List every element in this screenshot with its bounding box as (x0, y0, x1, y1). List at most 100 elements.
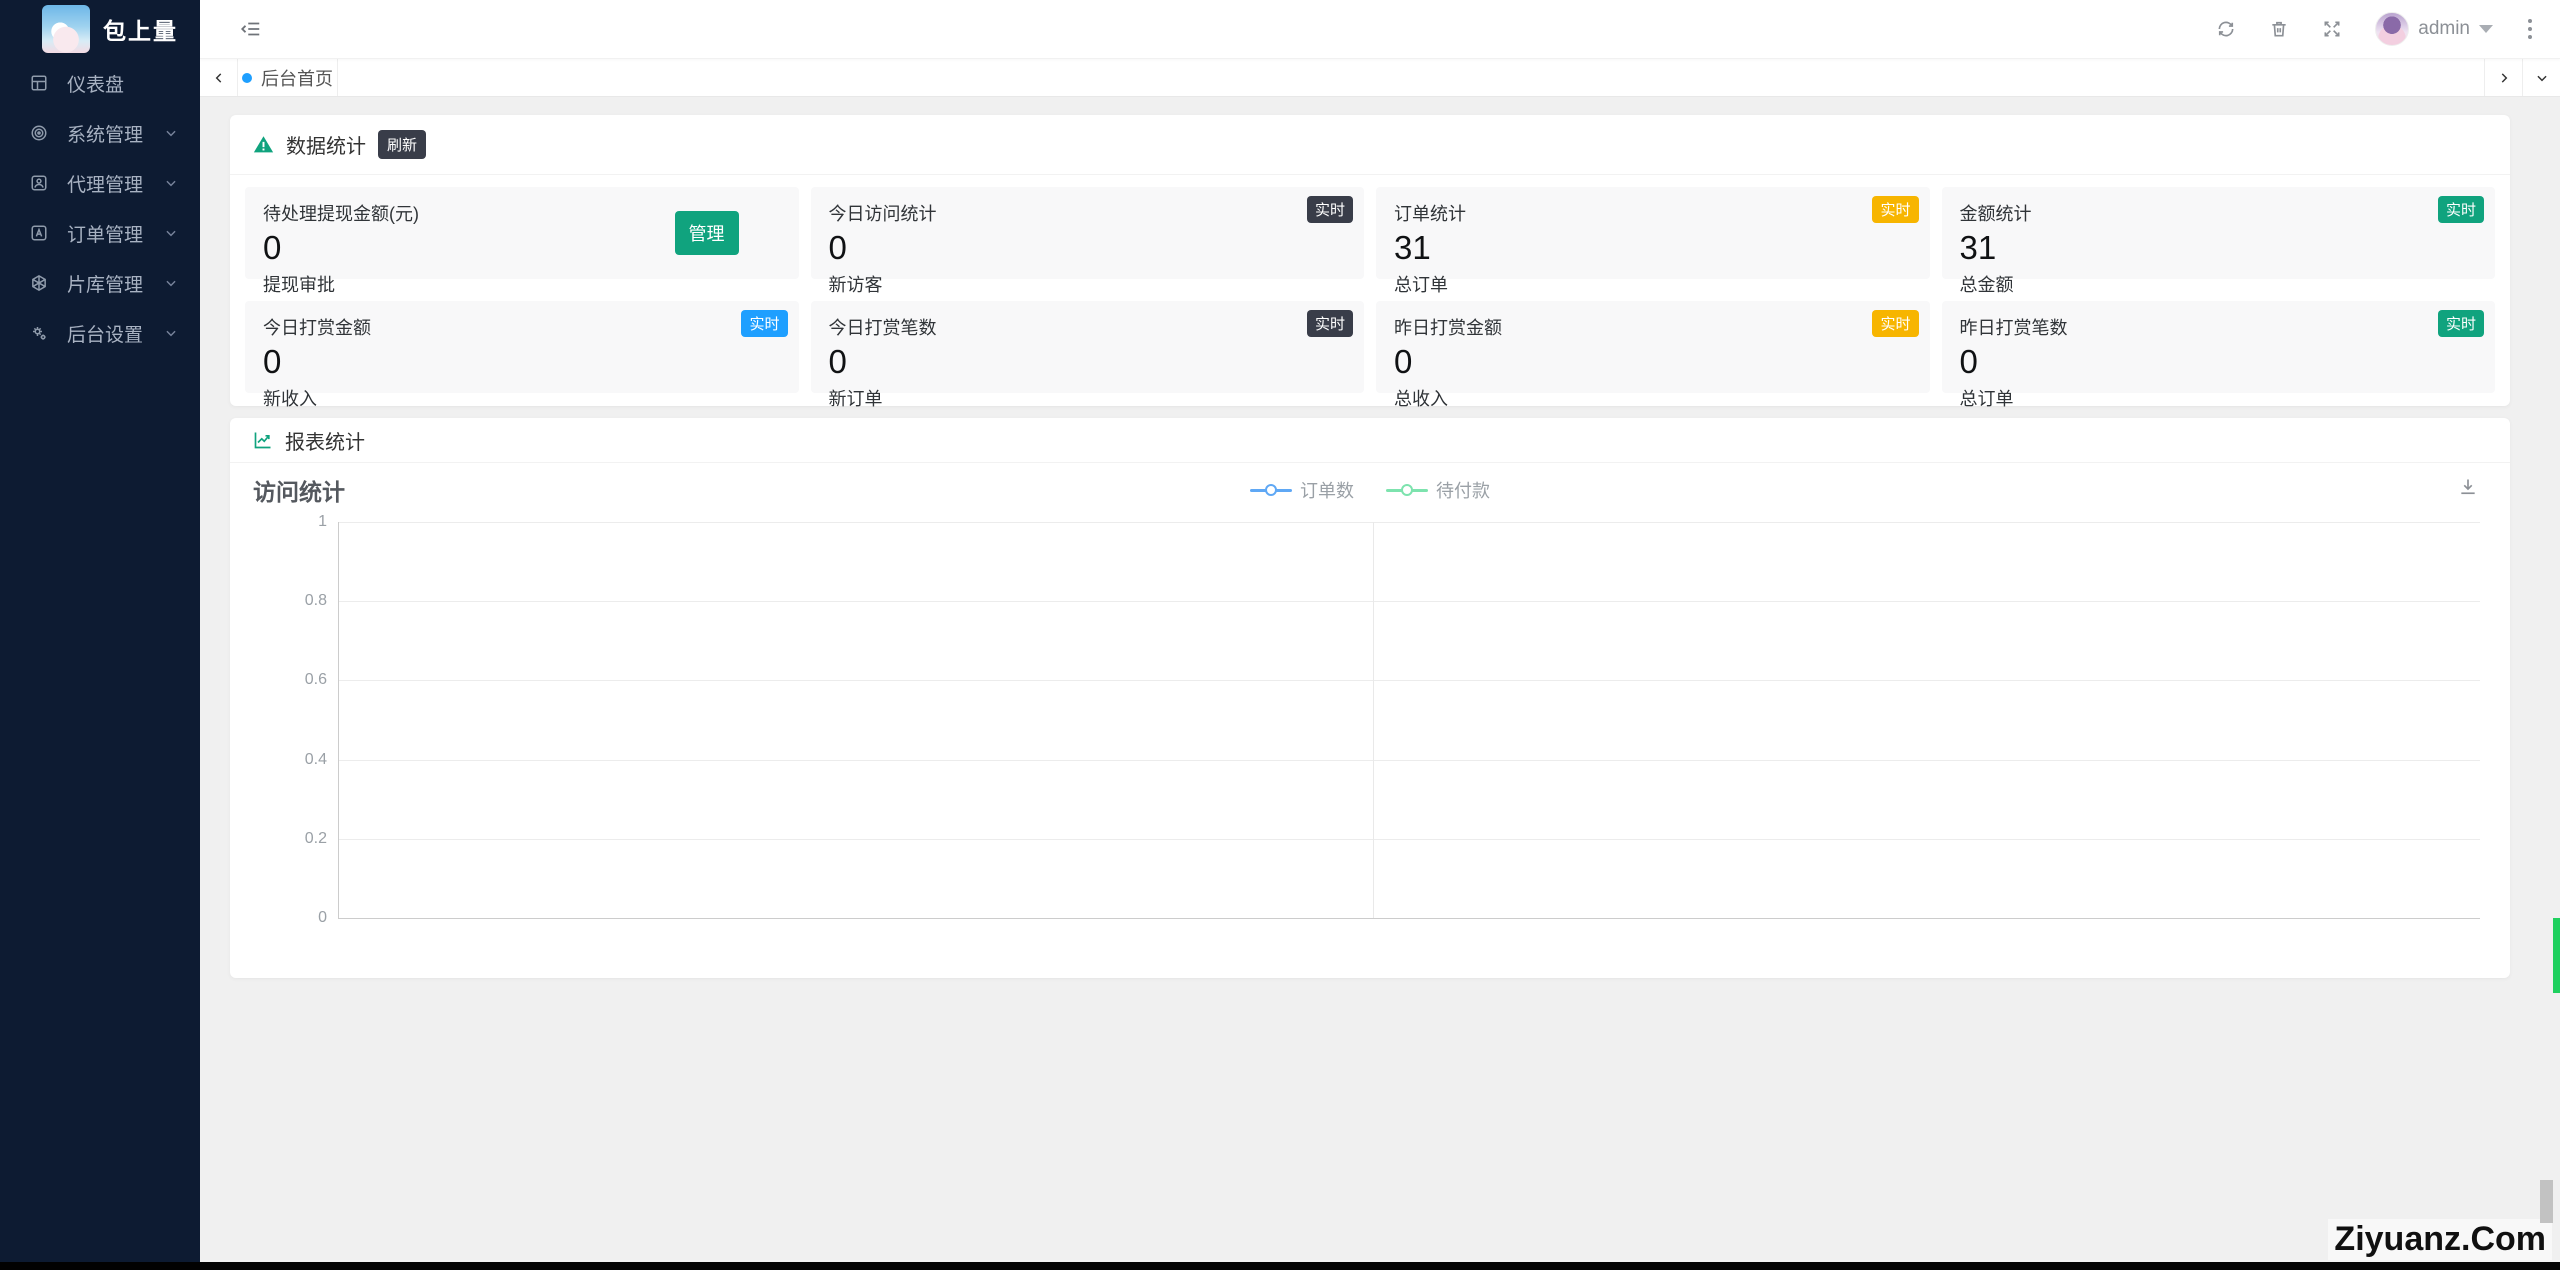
sidebar-item-settings[interactable]: 后台设置 (0, 308, 200, 358)
stat-label: 金额统计 (1959, 204, 2032, 224)
tabs-dropdown[interactable] (2522, 59, 2560, 96)
chevron-down-icon (166, 280, 176, 287)
sidebar-item-system[interactable]: 系统管理 (0, 108, 200, 158)
stat-value: 0 (1394, 343, 1413, 380)
tab-home[interactable]: 后台首页 (238, 59, 338, 96)
sidebar-item-label: 仪表盘 (67, 74, 125, 96)
tabs-scroll-right[interactable] (2484, 59, 2522, 96)
sidebar-menu: 仪表盘 系统管理 代理管理 订单管理 片库管理 后台设置 (0, 58, 200, 358)
stat-value: 0 (263, 343, 282, 380)
order-icon (31, 225, 47, 241)
stat-tile-today-visits: 今日访问统计 0 新访客 实时 (810, 187, 1364, 295)
fullscreen-icon[interactable] (2322, 19, 2342, 39)
app-logo: 包上量 (0, 0, 200, 58)
trash-icon[interactable] (2269, 19, 2289, 39)
gridline (339, 522, 2480, 523)
y-axis-tick: 1 (318, 513, 327, 530)
stat-sublabel: 总金额 (1959, 275, 2014, 295)
stat-label: 今日访问统计 (828, 204, 937, 224)
user-avatar (2375, 12, 2410, 46)
sidebar-item-dashboard[interactable]: 仪表盘 (0, 58, 200, 108)
refresh-badge[interactable]: 刷新 (378, 130, 427, 159)
page-content: 数据统计 刷新 待处理提现金额(元) 0 提现审批 管理 今日访问统计 0 新访… (200, 97, 2560, 1262)
stat-sublabel: 提现审批 (263, 275, 335, 295)
status-badge: 实时 (1872, 310, 1919, 337)
main-area: admin 后台首页 数据统计 刷新 (200, 0, 2560, 1270)
chart-header: 访问统计 订单数 待付款 (230, 463, 2510, 509)
dashboard-icon (31, 75, 47, 91)
library-icon (32, 275, 46, 291)
stat-tile-yesterday-reward-amount: 昨日打赏金额 0 总收入 实时 (1376, 301, 1930, 409)
collapse-menu-icon[interactable] (240, 18, 262, 40)
stat-value: 31 (1394, 229, 1431, 266)
y-axis-tick: 0.2 (304, 829, 327, 847)
chart-title: 访问统计 (253, 479, 345, 505)
chevron-down-icon (166, 330, 176, 337)
chart-plot-area: 1 0.8 0.6 0.4 0.2 0 (305, 513, 2480, 926)
stats-panel-header: 数据统计 刷新 (230, 115, 2510, 175)
app-logo-image (42, 5, 90, 53)
stats-panel: 数据统计 刷新 待处理提现金额(元) 0 提现审批 管理 今日访问统计 0 新访… (230, 115, 2510, 409)
tabs-scroll-left[interactable] (200, 59, 238, 96)
gridline (339, 759, 2480, 761)
status-badge: 实时 (2437, 196, 2484, 223)
stat-sublabel: 总收入 (1394, 389, 1448, 409)
stat-sublabel: 新订单 (828, 389, 883, 409)
legend-item-pending[interactable]: 待付款 (1386, 477, 1490, 503)
gridline (339, 601, 2480, 603)
stat-label: 昨日打赏笔数 (1959, 318, 2068, 338)
stat-value: 0 (828, 343, 847, 380)
stat-value: 0 (263, 229, 282, 266)
stat-sublabel: 总订单 (1394, 275, 1448, 295)
more-icon[interactable] (2526, 17, 2534, 41)
legend-marker (1386, 483, 1428, 497)
tab-bar: 后台首页 (200, 59, 2560, 97)
refresh-icon[interactable] (2216, 19, 2236, 39)
legend-label: 订单数 (1300, 481, 1354, 501)
download-icon[interactable] (2458, 477, 2478, 502)
sidebar-item-label: 订单管理 (67, 224, 144, 246)
y-axis-tick: 0.4 (304, 750, 327, 768)
y-axis-tick: 0.8 (304, 592, 327, 610)
stat-label: 今日打赏金额 (263, 318, 371, 338)
report-panel: 报表统计 访问统计 订单数 待付款 (230, 418, 2510, 978)
chart-icon (254, 432, 271, 449)
legend-item-orders[interactable]: 订单数 (1250, 477, 1354, 503)
stat-label: 昨日打赏金额 (1394, 318, 1502, 338)
scrollbar-thumb-green[interactable] (2553, 918, 2560, 993)
gridline-vertical (1373, 522, 1375, 918)
status-badge: 实时 (741, 310, 788, 337)
manage-button[interactable]: 管理 (674, 211, 739, 255)
sidebar-item-library[interactable]: 片库管理 (0, 258, 200, 308)
stat-tile-today-reward-count: 今日打赏笔数 0 新订单 实时 (810, 301, 1364, 409)
agent-icon (31, 175, 47, 191)
report-panel-title: 报表统计 (285, 431, 365, 454)
active-tab-dot (242, 72, 252, 83)
stat-value: 31 (1959, 229, 1997, 266)
chevron-down-icon (166, 130, 176, 137)
status-badge: 实时 (1872, 196, 1919, 223)
tabbar-spacer (338, 59, 2484, 96)
watermark: Ziyuanz.Com (2328, 1219, 2552, 1260)
bottom-bar (0, 1262, 2560, 1270)
y-axis-tick: 0.6 (304, 671, 327, 689)
sidebar-item-label: 后台设置 (67, 324, 144, 346)
user-menu[interactable]: admin (2375, 12, 2493, 46)
legend-marker (1250, 483, 1292, 497)
stat-sublabel: 新访客 (828, 275, 883, 295)
sidebar-item-agent[interactable]: 代理管理 (0, 158, 200, 208)
gridline (339, 680, 2480, 682)
warning-icon (253, 136, 274, 153)
report-panel-header: 报表统计 (230, 418, 2510, 463)
scrollbar-thumb-gray[interactable] (2540, 1180, 2553, 1223)
y-axis-tick: 0 (318, 909, 327, 926)
sidebar-item-order[interactable]: 订单管理 (0, 208, 200, 258)
stat-tile-today-reward-amount: 今日打赏金额 0 新收入 实时 (245, 301, 799, 409)
sidebar-item-label: 系统管理 (67, 124, 144, 146)
app-title: 包上量 (103, 18, 178, 44)
status-badge: 实时 (1306, 196, 1353, 223)
stat-sublabel: 总订单 (1959, 389, 2014, 409)
stat-value: 0 (1959, 343, 1978, 380)
chevron-down-icon (2479, 25, 2493, 33)
stat-value: 0 (828, 229, 847, 266)
